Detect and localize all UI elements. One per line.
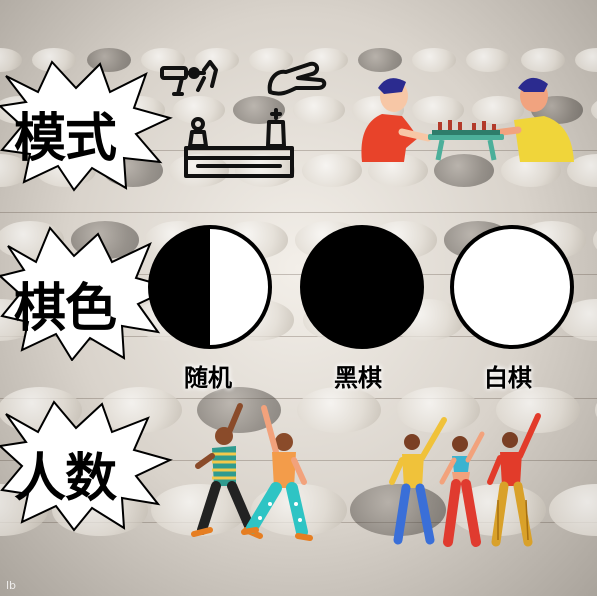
board-stone: [595, 386, 597, 434]
board-stone: [249, 47, 294, 73]
board-stone: [195, 47, 240, 73]
board-stone: [591, 95, 597, 125]
board-stone: [466, 47, 511, 73]
color-title-burst: [0, 226, 175, 361]
random-color-option[interactable]: [148, 225, 272, 349]
watermark: lb: [6, 579, 17, 592]
board-stone: [549, 483, 597, 537]
board-gridline: [0, 150, 597, 151]
board-gridline: [0, 274, 597, 275]
board-stone: [520, 47, 565, 73]
white-option-label: 白棋: [484, 364, 532, 392]
random-option-label: 随机: [184, 364, 232, 392]
black-stone-option[interactable]: [300, 225, 424, 349]
board-stone: [575, 47, 597, 73]
board-stone: [301, 153, 362, 187]
board-stone: [296, 386, 381, 434]
mode-title-burst: [0, 60, 173, 192]
players-title: 人数: [14, 449, 117, 509]
board-gridline: [0, 460, 597, 461]
players-title-burst: [0, 400, 173, 532]
board-gridline: [0, 336, 597, 337]
board-stone: [292, 95, 345, 125]
color-title: 棋色: [14, 279, 117, 339]
board-gridline: [0, 212, 597, 213]
board-stone: [411, 95, 464, 125]
white-stone-option[interactable]: [450, 225, 574, 349]
black-option-label: 黑棋: [334, 364, 382, 392]
board-stone: [0, 47, 22, 73]
two-player-mode-icon[interactable]: [348, 68, 584, 168]
board-stone: [471, 95, 524, 125]
mode-title: 模式: [14, 109, 117, 169]
board-stone: [303, 47, 348, 73]
board-stone: [357, 47, 402, 73]
board-stone: [434, 153, 495, 187]
board-stone: [495, 386, 580, 434]
board-stone: [593, 221, 597, 259]
board-stone: [86, 47, 131, 73]
two-players-option[interactable]: [190, 400, 315, 550]
board-gridline: [0, 398, 597, 399]
board-stone: [412, 47, 457, 73]
single-player-mode-icon[interactable]: [158, 58, 328, 182]
three-players-option[interactable]: [382, 410, 552, 550]
